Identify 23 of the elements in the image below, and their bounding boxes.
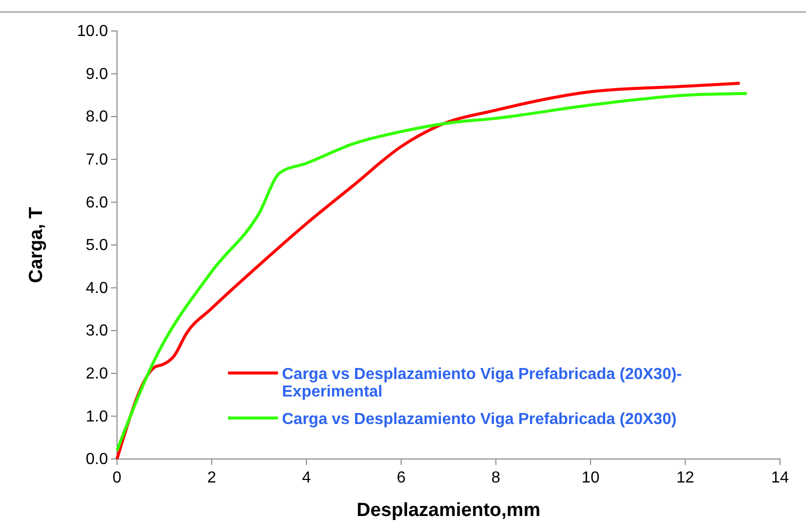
legend-label: Carga vs Desplazamiento Viga Prefabricada (20X30)-Experimental [282,366,682,401]
y-tick-label: 3.0 [86,322,108,340]
x-tick-label: 6 [396,469,406,486]
x-tick-label: 12 [676,469,694,486]
x-tick-label: 10 [582,469,600,486]
y-tick-label: 9.0 [86,66,108,83]
x-tick-label: 14 [771,469,789,486]
y-tick-label: 10.0 [76,23,108,40]
x-tick-label: 2 [207,469,216,486]
y-tick-label: 4.0 [86,280,108,297]
y-tick-label: 7.0 [86,152,108,169]
y-tick-label: 1.0 [86,408,108,426]
x-axis-title: Desplazamiento,mm [356,500,540,521]
x-tick-label: 8 [491,469,500,486]
y-tick-label: 2.0 [86,366,108,383]
x-tick-label: 0 [112,469,122,486]
y-tick-label: 5.0 [86,237,108,254]
x-tick-label: 4 [302,469,311,486]
y-tick-label: 0.0 [86,451,108,468]
y-axis-title: Carga, T [26,206,47,284]
y-tick-label: 8.0 [86,108,108,126]
y-tick-label: 6.0 [86,194,108,212]
legend-label: Carga vs Desplazamiento Viga Prefabricada (20X30) [282,411,677,428]
